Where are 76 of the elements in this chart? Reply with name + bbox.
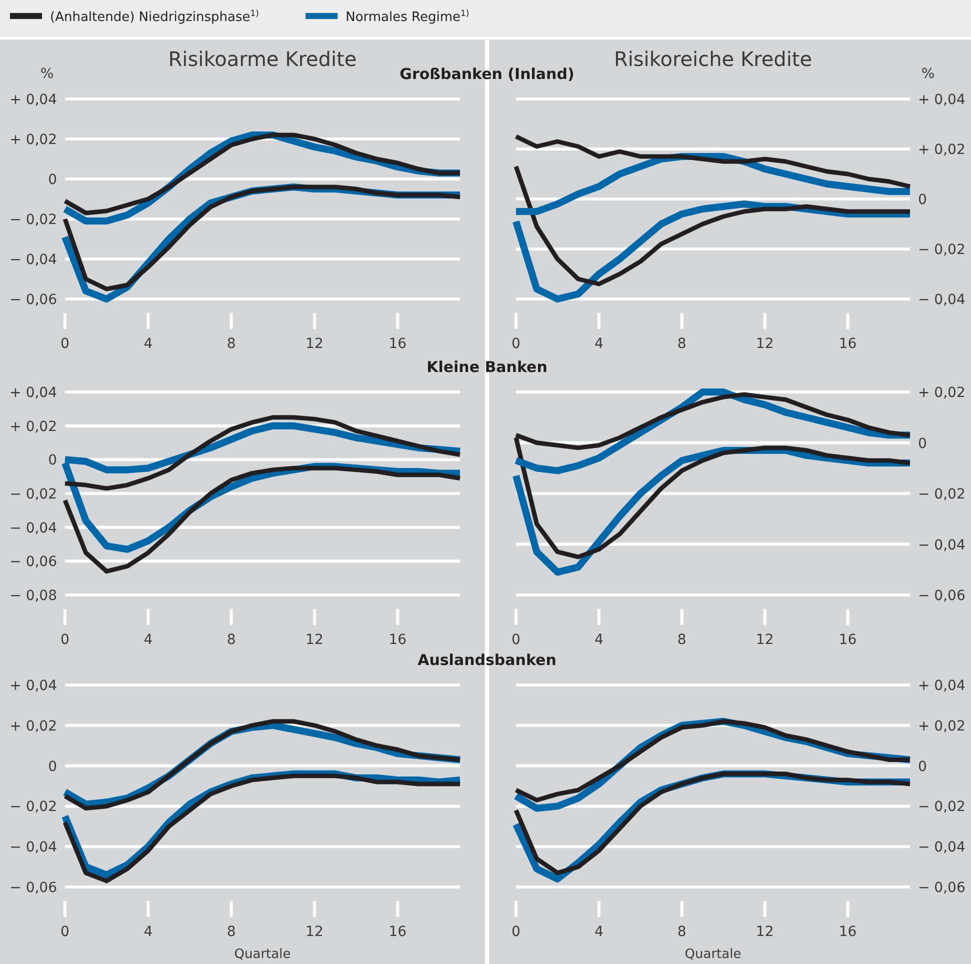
x-tick-label: 4: [594, 632, 604, 648]
y-tick-label: 0: [48, 172, 57, 188]
legend-label: (Anhaltende) Niedrigzinsphase$^{1)}$: [50, 8, 259, 25]
y2-tick-label: + 0,02: [918, 385, 966, 401]
chart-title: Risikoreiche Kredite: [614, 47, 812, 71]
x-tick-label: 16: [388, 924, 407, 940]
y-tick-label: − 0,04: [10, 840, 58, 856]
x-tick-label: 0: [512, 632, 520, 648]
x-tick-label: 12: [306, 336, 324, 352]
y2-tick-label: + 0,02: [918, 718, 966, 734]
y-tick-label: + 0,04: [10, 678, 58, 694]
x-tick-label: 4: [144, 336, 153, 352]
y2-tick-label: + 0,02: [918, 142, 966, 158]
x-tick-label: 8: [677, 924, 686, 940]
y-tick-label: + 0,04: [10, 385, 58, 401]
x-tick-label: 0: [60, 924, 70, 940]
y-tick-label: − 0,06: [10, 554, 58, 570]
y2-tick-label: + 0,04: [918, 678, 966, 694]
y-tick-label: − 0,06: [10, 880, 58, 896]
y-axis-title: %: [40, 66, 54, 82]
x-tick-label: 16: [838, 336, 857, 352]
x-tick-label: 16: [838, 632, 857, 648]
y-tick-label: 0: [48, 758, 57, 775]
y-tick-label: + 0,02: [10, 418, 57, 435]
y-tick-label: − 0,02: [10, 212, 57, 228]
y2-tick-label: − 0,06: [918, 880, 966, 896]
x-tick-label: 4: [594, 336, 604, 352]
y2-tick-label: − 0,04: [918, 840, 966, 856]
y-tick-label: − 0,08: [10, 588, 57, 604]
y-tick-label: − 0,04: [10, 520, 58, 536]
y-tick-label: 0: [48, 452, 57, 469]
x-tick-label: 12: [306, 924, 324, 940]
x-tick-label: 0: [512, 336, 520, 352]
chart-subtitle: Großbanken (Inland): [400, 65, 574, 83]
x-tick-label: 16: [838, 924, 857, 940]
y2-tick-label: + 0,04: [918, 92, 966, 108]
x-tick-label: 8: [677, 336, 686, 352]
chart-subtitle: Auslandsbanken: [418, 651, 556, 669]
x-tick-label: 4: [144, 924, 153, 940]
y-tick-label: − 0,06: [10, 292, 58, 308]
x-tick-label: 8: [226, 924, 236, 940]
x-tick-label: 0: [60, 632, 70, 648]
x-tick-label: 16: [388, 632, 407, 648]
y-tick-label: + 0,02: [10, 132, 57, 148]
y2-tick-label: − 0,02: [918, 799, 966, 816]
chart-title: Risikoarme Kredite: [168, 47, 357, 71]
y-tick-label: − 0,02: [10, 799, 57, 816]
y-tick-label: + 0,02: [10, 718, 57, 734]
y2-tick-label: 0: [918, 192, 927, 208]
x-tick-label: 12: [306, 632, 324, 648]
x-tick-label: 0: [512, 924, 520, 940]
y-tick-label: − 0,04: [10, 252, 58, 268]
x-tick-label: 8: [226, 336, 236, 352]
x-axis-title: Quartale: [234, 947, 291, 962]
legend-label: Normales Regime$^{1)}$: [346, 8, 470, 25]
x-tick-label: 16: [388, 336, 407, 352]
y-tick-label: + 0,04: [10, 92, 58, 108]
y2-tick-label: − 0,02: [918, 486, 966, 502]
y-tick-label: − 0,02: [10, 486, 57, 502]
x-tick-label: 8: [226, 632, 236, 648]
x-tick-label: 8: [677, 632, 686, 648]
y2-tick-label: − 0,04: [918, 292, 966, 308]
x-tick-label: 4: [144, 632, 153, 648]
x-axis-title: Quartale: [684, 947, 742, 962]
x-tick-label: 12: [756, 336, 774, 352]
x-tick-label: 12: [756, 924, 774, 940]
x-tick-label: 0: [60, 336, 70, 352]
y2-axis-title: %: [921, 66, 935, 82]
y2-tick-label: − 0,04: [918, 537, 966, 554]
y2-tick-label: 0: [918, 436, 927, 452]
y2-tick-label: − 0,02: [918, 242, 966, 258]
x-tick-label: 4: [594, 924, 604, 940]
x-tick-label: 12: [756, 632, 774, 648]
chart-subtitle: Kleine Banken: [426, 358, 548, 376]
y2-tick-label: − 0,06: [918, 588, 966, 604]
y2-tick-label: 0: [918, 758, 927, 775]
